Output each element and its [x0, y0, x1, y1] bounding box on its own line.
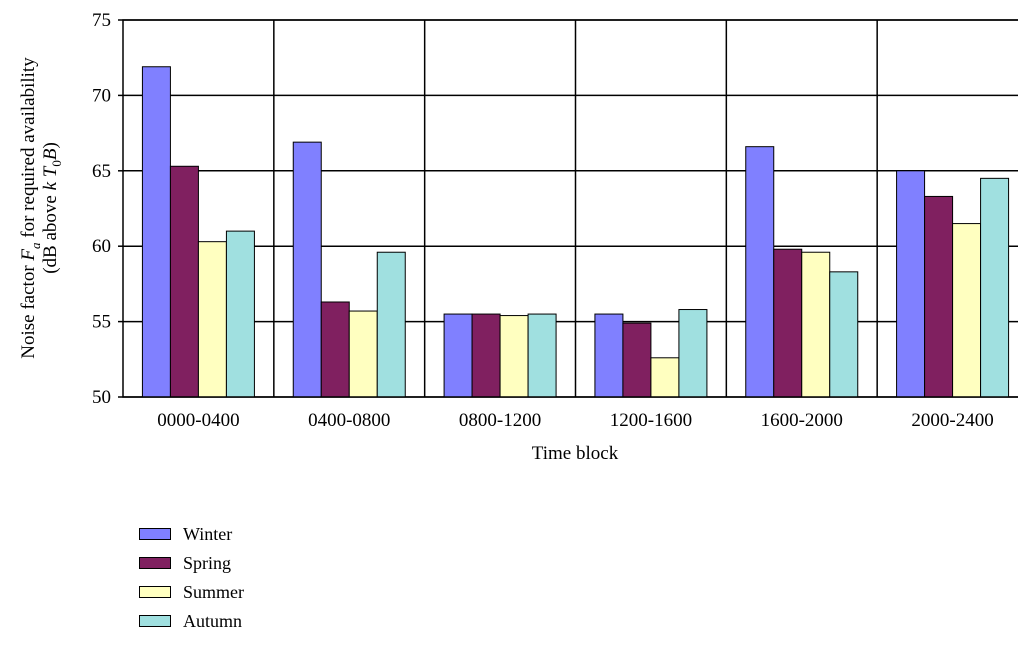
bar-autumn-2000-2400: [980, 177, 1010, 398]
bar-summer-0400-0800: [348, 310, 378, 398]
y-tick-label: 65: [92, 161, 111, 182]
y-axis-label-line1-suffix: for required availability: [18, 57, 39, 243]
bar-autumn-0000-0400: [225, 230, 255, 398]
y-axis-label-line2-prefix: (dB above: [40, 190, 61, 273]
x-tick-label: 0000-0400: [157, 410, 239, 431]
y-axis-label: Noise factor Fa for required availabilit…: [18, 57, 64, 359]
bar-winter-0800-1200: [443, 313, 473, 398]
x-tick-label: 2000-2400: [911, 410, 993, 431]
svg-text:(dB above k T0B): (dB above k T0B): [40, 142, 64, 274]
bar-autumn-1600-2000: [829, 271, 859, 398]
legend-item-summer: Summer: [139, 577, 244, 606]
y-axis-ticks: 50 55 60 65 70 75: [92, 10, 123, 408]
y-axis-label-line1-sub: a: [28, 242, 43, 249]
x-tick-label: 0800-1200: [459, 410, 541, 431]
grid: [123, 19, 1018, 398]
x-tick-label: 1200-1600: [610, 410, 692, 431]
legend-label-autumn: Autumn: [183, 610, 243, 631]
bar-spring-0800-1200: [471, 313, 501, 398]
y-axis-label-line2-var1: k T: [40, 165, 61, 190]
bar-spring-1600-2000: [773, 248, 803, 398]
x-tick-label: 1600-2000: [761, 410, 843, 431]
y-tick-label: 70: [92, 85, 111, 106]
legend-swatch-spring: [139, 556, 171, 569]
bar-winter-1600-2000: [745, 146, 775, 398]
bar-summer-0000-0400: [197, 241, 227, 398]
y-tick-label: 60: [92, 236, 111, 257]
legend-label-summer: Summer: [183, 581, 244, 602]
svg-text:Noise factor Fa for required a: Noise factor Fa for required availabilit…: [18, 57, 43, 359]
y-axis-label-line2-var2: B: [40, 148, 61, 160]
legend-item-spring: Spring: [139, 548, 244, 577]
x-axis-label: Time block: [532, 443, 619, 464]
legend-item-winter: Winter: [139, 519, 244, 548]
legend: Winter Spring Summer Autumn: [139, 519, 244, 635]
y-tick-label: 50: [92, 387, 111, 408]
y-axis-label-line1-prefix: Noise factor: [18, 261, 39, 359]
bar-summer-2000-2400: [952, 223, 982, 398]
y-tick-label: 75: [92, 10, 111, 31]
bar-spring-0400-0800: [320, 301, 350, 398]
legend-swatch-winter: [139, 527, 171, 540]
bar-autumn-0400-0800: [376, 251, 406, 398]
y-axis-label-line1-var: F: [18, 249, 39, 262]
legend-label-winter: Winter: [183, 523, 233, 544]
bar-winter-2000-2400: [896, 170, 926, 398]
x-axis-ticks: 0000-0400 0400-0800 0800-1200 1200-1600 1600…: [157, 410, 993, 431]
bars: [141, 66, 1010, 398]
legend-swatch-autumn: [139, 614, 171, 627]
bar-winter-0000-0400: [141, 66, 171, 398]
bar-spring-0000-0400: [169, 165, 199, 398]
legend-label-spring: Spring: [183, 552, 232, 573]
bar-spring-2000-2400: [924, 195, 954, 398]
x-tick-label: 0400-0800: [308, 410, 390, 431]
legend-swatch-summer: [139, 585, 171, 598]
bar-winter-0400-0800: [292, 141, 322, 398]
bar-summer-1600-2000: [801, 251, 831, 398]
plot-area-frame: [122, 19, 1018, 398]
y-tick-label: 55: [92, 312, 111, 333]
y-axis-label-line2-suffix: ): [40, 142, 61, 148]
bar-autumn-0800-1200: [527, 313, 557, 398]
bar-summer-1200-1600: [650, 357, 680, 398]
bar-spring-1200-1600: [622, 322, 652, 398]
legend-item-autumn: Autumn: [139, 606, 244, 635]
bar-winter-1200-1600: [594, 313, 624, 398]
bar-summer-0800-1200: [499, 315, 529, 398]
bar-autumn-1200-1600: [678, 309, 708, 398]
y-axis-label-line2-sub: 0: [49, 160, 64, 167]
